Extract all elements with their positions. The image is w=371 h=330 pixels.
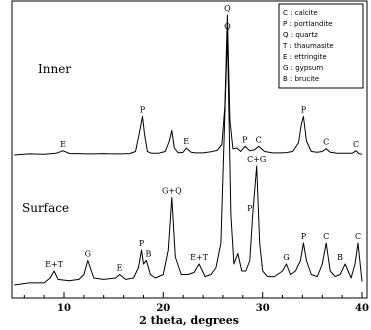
- legend-item-thaumasite: T : thaumasite: [282, 42, 334, 50]
- x-axis-tick-label: 40: [355, 303, 369, 314]
- peak-label: E+T: [190, 253, 209, 262]
- plot-frame: [11, 0, 368, 299]
- legend-item-gypsum: G : gypsum: [283, 64, 323, 72]
- peak-label: G+Q: [162, 187, 182, 196]
- x-axis-tick-label: 10: [57, 303, 71, 314]
- series-line-surface: [14, 32, 363, 286]
- peak-label: G: [283, 253, 289, 262]
- peak-label: E: [183, 137, 189, 146]
- peak-label: G: [85, 250, 91, 259]
- peak-label: B: [337, 253, 343, 262]
- surface-trace-group: [14, 32, 363, 286]
- legend-item-quartz: Q : quartz: [283, 31, 318, 39]
- x-axis-tick-label: 30: [256, 303, 270, 314]
- legend-item-portlandite: P : portlandite: [283, 20, 333, 28]
- peak-label: P: [139, 239, 145, 248]
- peak-label: Q: [224, 4, 231, 13]
- legend-box: [278, 3, 364, 89]
- peak-label: C: [355, 232, 361, 241]
- peak-label: P: [247, 204, 253, 213]
- peak-label: Q: [224, 22, 231, 31]
- peak-label: E: [117, 264, 123, 273]
- peak-label: E: [60, 140, 66, 149]
- series-line-inner: [14, 14, 363, 156]
- peak-label: C: [323, 138, 329, 147]
- x-axis: 10 20 30 40: [23, 292, 369, 314]
- peak-label: C: [323, 232, 329, 241]
- legend: C : calcite P : portlandite Q : quartz T…: [278, 3, 364, 89]
- peak-label: P: [301, 106, 307, 115]
- peak-label: E+T: [45, 260, 64, 269]
- x-axis-title: 2 theta, degrees: [139, 314, 239, 327]
- peak-label: B: [145, 250, 151, 259]
- peak-label: P: [140, 106, 146, 115]
- peak-label: P: [301, 232, 307, 241]
- series-label-inner: Inner: [38, 62, 71, 76]
- peak-label: C: [256, 135, 262, 144]
- legend-item-brucite: B : brucite: [283, 75, 319, 83]
- peak-label: C: [353, 140, 359, 149]
- legend-item-calcite: C : calcite: [283, 9, 318, 17]
- peak-label: C+G: [247, 155, 266, 164]
- inner-trace-group: [14, 14, 363, 156]
- series-label-surface: Surface: [22, 201, 69, 215]
- x-axis-tick-label: 20: [156, 303, 170, 314]
- legend-item-ettringite: E : ettringite: [283, 53, 327, 61]
- peak-label: P: [242, 135, 248, 144]
